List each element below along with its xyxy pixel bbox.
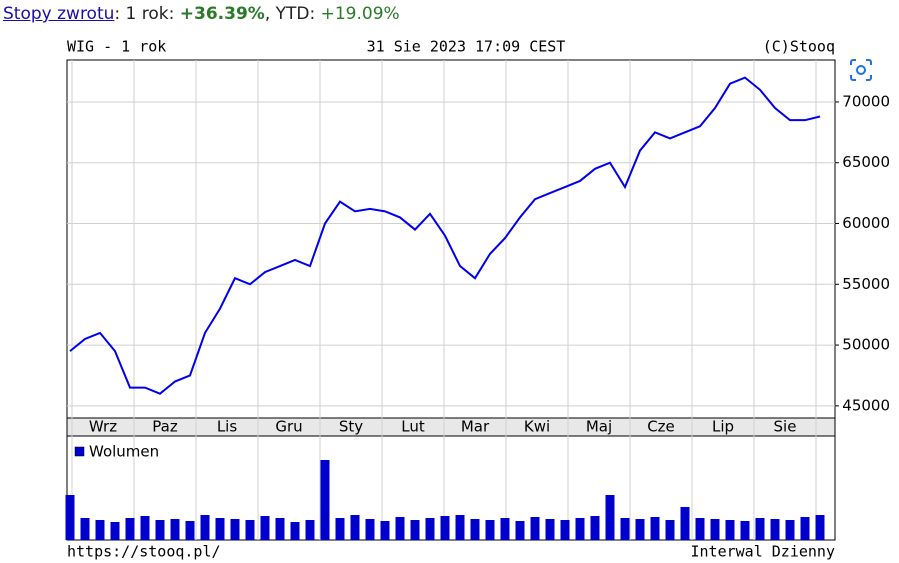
volume-bar [665, 520, 675, 540]
volume-bar [440, 516, 450, 540]
volume-bar [515, 521, 525, 540]
volume-bar [110, 522, 120, 540]
x-tick-label: Sie [774, 418, 797, 436]
volume-bar [140, 516, 150, 540]
scan-icon[interactable] [850, 59, 872, 81]
volume-bar [290, 522, 300, 540]
chart-date: 31 Sie 2023 17:09 CEST [367, 38, 566, 56]
y-tick-label: 70000 [842, 92, 890, 110]
volume-bar [215, 518, 225, 540]
x-tick-label: Lis [217, 418, 238, 436]
volume-bar [305, 520, 315, 540]
text: , YTD: [264, 4, 321, 24]
credit: (C)Stooq [763, 38, 835, 56]
y-tick-label: 65000 [842, 153, 890, 171]
return-ytd: +19.09% [320, 4, 400, 24]
returns-link[interactable]: Stopy zwrotu [3, 4, 115, 24]
volume-bar [800, 517, 810, 540]
volume-bar [185, 521, 195, 540]
price-line [69, 76, 821, 395]
month-axis [66, 417, 836, 437]
returns-header: Stopy zwrotu: 1 rok: +36.39%, YTD: +19.0… [3, 4, 400, 24]
x-tick-label: Maj [586, 418, 612, 436]
volume-bar [65, 495, 75, 540]
volume-bar [470, 519, 480, 540]
frame [66, 59, 836, 541]
volume-bar [395, 517, 405, 540]
x-tick-label: Mar [461, 418, 490, 436]
volume-bar [455, 515, 465, 540]
volume-bar [635, 519, 645, 540]
volume-bar [260, 516, 270, 540]
volume-bar [425, 518, 435, 540]
x-tick-label: Sty [339, 418, 363, 436]
volume-bar [560, 520, 570, 540]
volume-bar [230, 519, 240, 540]
volume-bar [200, 515, 210, 540]
volume-bar [770, 519, 780, 540]
volume-bar [740, 521, 750, 540]
volume-bar [485, 520, 495, 540]
volume-bar [785, 520, 795, 540]
legend-swatch [74, 446, 85, 457]
volume-bar [155, 520, 165, 540]
x-tick-label: Cze [647, 418, 675, 436]
source: https://stooq.pl/ [67, 543, 221, 561]
chart-title: WIG - 1 rok [67, 38, 166, 56]
x-tick-label: Lut [401, 418, 425, 436]
x-tick-label: Wrz [89, 418, 117, 436]
return-1y: +36.39% [179, 4, 265, 24]
volume-bar [815, 515, 825, 540]
volume-bar [380, 521, 390, 540]
volume-bar [275, 518, 285, 540]
volume-bar [320, 460, 330, 540]
volume-bar [605, 495, 615, 540]
volume-bar [80, 518, 90, 540]
x-tick-label: Lip [712, 418, 734, 436]
volume-bar [710, 519, 720, 540]
volume-bar [590, 516, 600, 540]
x-tick-label: Paz [152, 418, 178, 436]
volume-bar [695, 518, 705, 540]
volume-bar [620, 518, 630, 540]
volume-bar [725, 520, 735, 540]
volume-bar [95, 520, 105, 540]
volume-bar [365, 519, 375, 540]
x-tick-label: Gru [275, 418, 302, 436]
volume-bar [530, 517, 540, 540]
interval: Interwal Dzienny [691, 543, 836, 561]
volume-bar [245, 520, 255, 540]
volume-bar [170, 519, 180, 540]
legend-label: Wolumen [89, 443, 159, 461]
x-tick-label: Kwi [524, 418, 550, 436]
volume-bar [755, 518, 765, 540]
text: : 1 rok: [114, 4, 180, 24]
volume-bar [335, 518, 345, 540]
y-tick-label: 50000 [842, 336, 890, 354]
y-tick-label: 60000 [842, 214, 890, 232]
y-tick-label: 45000 [842, 396, 890, 414]
volume-bar [500, 518, 510, 540]
volume-bar [575, 518, 585, 540]
volume-bar [350, 515, 360, 540]
volume-bar [125, 518, 135, 540]
y-tick-label: 55000 [842, 275, 890, 293]
volume-bar [680, 507, 690, 540]
volume-bar [650, 517, 660, 540]
volume-bar [545, 519, 555, 540]
volume-bar [410, 520, 420, 540]
